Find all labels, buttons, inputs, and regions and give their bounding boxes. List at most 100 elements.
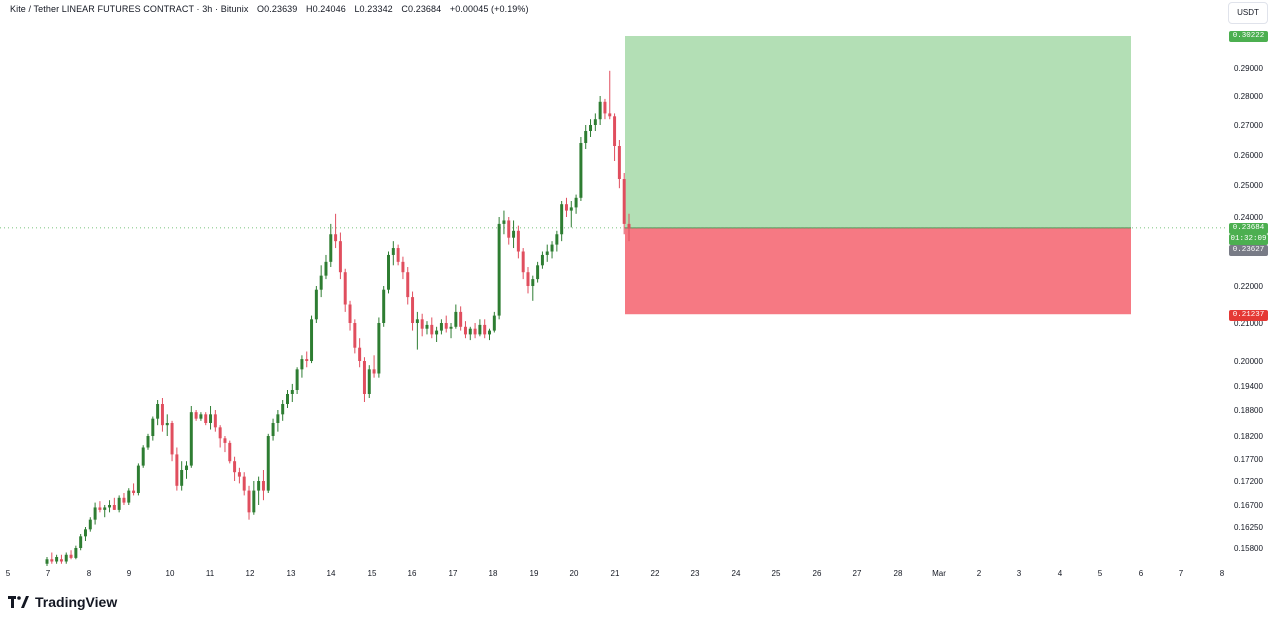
candle-body [209, 414, 213, 423]
time-tick-label: 14 [327, 569, 336, 578]
candle-body [488, 330, 492, 335]
time-tick-label: 7 [46, 569, 51, 578]
candle-body [64, 554, 68, 562]
candle [334, 213, 338, 249]
candle-body [314, 289, 318, 320]
candle [103, 505, 107, 518]
symbol-title: Kite / Tether LINEAR FUTURES CONTRACT · … [10, 4, 249, 14]
candle-body [377, 323, 381, 374]
candle-body [622, 179, 626, 224]
candle [449, 323, 453, 339]
time-tick-label: 9 [127, 569, 132, 578]
ohlc-close: C0.23684 [401, 4, 442, 14]
candle [93, 502, 97, 525]
brand-logo[interactable]: TradingView [8, 594, 117, 610]
candle [286, 390, 289, 408]
candle-body [483, 324, 487, 335]
ohlc-high: H0.24046 [306, 4, 346, 14]
candle-body [228, 442, 232, 462]
loss-zone[interactable] [625, 227, 1131, 315]
time-tick-label: 7 [1179, 569, 1184, 578]
time-tick-label: 5 [6, 569, 11, 578]
candle-body [468, 328, 472, 335]
price-axis: 0.29000 0.28000 0.27000 0.26000 0.25000 0.240… [1234, 64, 1263, 553]
candle-body [59, 559, 63, 562]
candle [98, 501, 102, 513]
candle-body [103, 507, 107, 510]
candle-body [367, 369, 371, 394]
candle [613, 113, 617, 161]
candle-body [237, 472, 241, 477]
candle [319, 265, 323, 298]
candle [488, 328, 492, 341]
bid-price-tag: 0.23627 [1229, 244, 1268, 256]
candle [45, 557, 49, 566]
candle-body [112, 505, 116, 510]
candle [281, 400, 285, 421]
candle-body [218, 427, 222, 439]
price-tick-label: 0.22000 [1234, 282, 1263, 291]
candle [411, 291, 415, 331]
candle [574, 194, 578, 214]
candle [184, 461, 188, 479]
candle-body [372, 369, 376, 374]
candle-body [627, 223, 631, 229]
price-tick-label: 0.29000 [1234, 64, 1263, 73]
candle-body [69, 554, 73, 558]
candle [271, 418, 275, 441]
candle-body [516, 230, 520, 252]
price-tick-label: 0.21000 [1234, 319, 1263, 328]
profit-zone[interactable] [625, 36, 1131, 228]
candle [358, 338, 362, 368]
candle-body [497, 223, 501, 316]
brand-name: TradingView [35, 594, 118, 610]
candle [112, 497, 116, 510]
candle-body [536, 265, 540, 280]
candle-body [252, 490, 256, 513]
candle [593, 113, 597, 131]
candle-body [348, 304, 352, 323]
candle-body [290, 390, 294, 394]
price-tick-label: 0.16250 [1234, 523, 1263, 532]
target-price-tag: 0.30222 [1229, 30, 1268, 42]
time-tick-label: 16 [408, 569, 417, 578]
candle-body [334, 234, 338, 242]
candle [218, 425, 222, 448]
candle-body [310, 319, 314, 361]
candle [560, 201, 564, 242]
candle-body [257, 481, 261, 491]
candle [122, 493, 126, 505]
candle-body [184, 465, 188, 470]
candle-body [396, 248, 400, 262]
candle [377, 317, 381, 378]
candle-body [430, 324, 434, 335]
candle-body [512, 230, 516, 238]
time-tick-label: 15 [368, 569, 377, 578]
time-tick-label: 22 [651, 569, 660, 578]
candle [146, 433, 150, 450]
candle [584, 125, 588, 149]
candle-body [593, 119, 597, 125]
candle [136, 463, 140, 496]
candle-body [579, 143, 583, 198]
candle-body [199, 414, 203, 419]
candle [69, 550, 73, 560]
currency-button[interactable]: USDT [1228, 2, 1268, 24]
time-tick-label: 13 [287, 569, 296, 578]
candle [276, 410, 280, 432]
candle-body [454, 311, 458, 327]
candle-body [233, 461, 237, 473]
candle [507, 217, 511, 245]
candle [617, 140, 621, 189]
candle-body [213, 414, 217, 428]
candle-countdown-tag: 01:32:09 [1229, 233, 1268, 245]
candle-body [50, 559, 54, 562]
candle-body [132, 490, 136, 493]
candle [367, 365, 371, 398]
candle-body [406, 272, 410, 298]
time-tick-label: 4 [1058, 569, 1063, 578]
time-tick-label: 19 [530, 569, 539, 578]
price-tick-label: 0.26000 [1234, 151, 1263, 160]
